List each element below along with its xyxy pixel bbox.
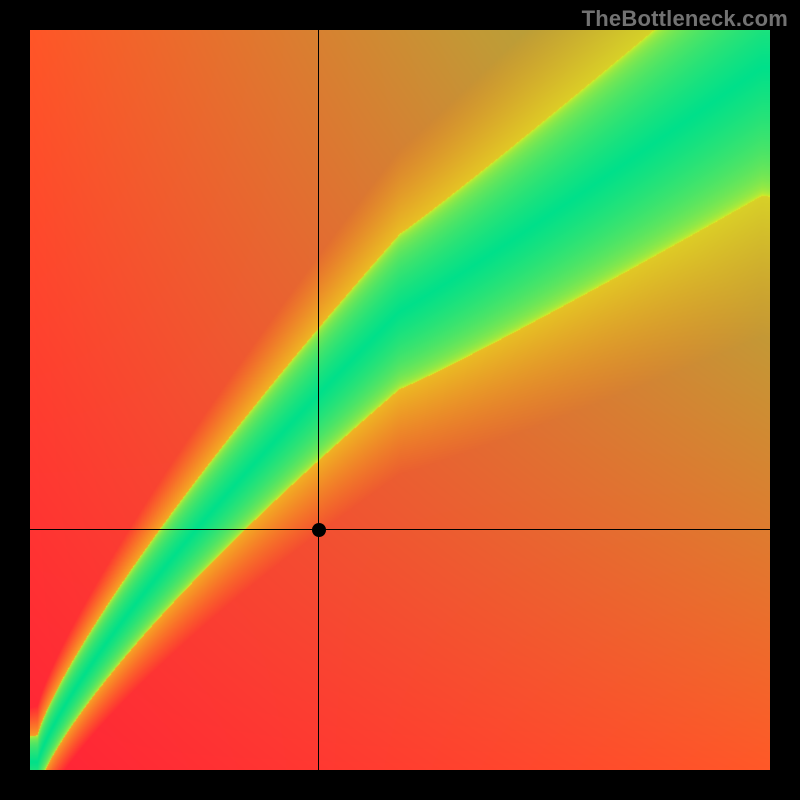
crosshair-point xyxy=(312,523,326,537)
crosshair-vertical xyxy=(318,30,319,770)
bottleneck-chart-container: TheBottleneck.com xyxy=(0,0,800,800)
watermark-text: TheBottleneck.com xyxy=(582,6,788,32)
crosshair-horizontal xyxy=(30,529,770,530)
plot-frame xyxy=(0,0,800,800)
